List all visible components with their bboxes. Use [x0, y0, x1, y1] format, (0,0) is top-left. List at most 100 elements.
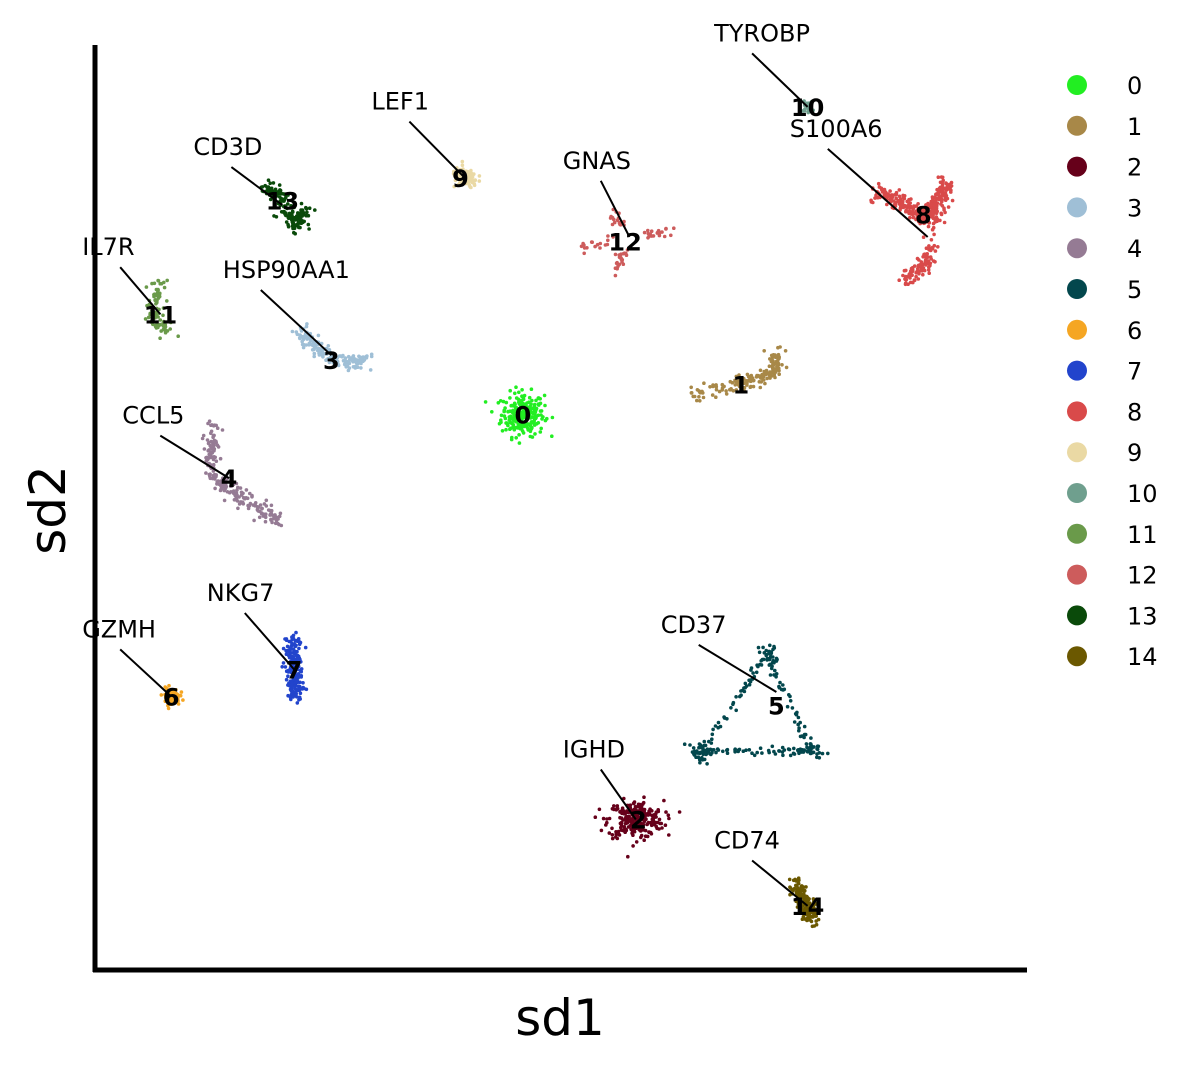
data-point [759, 374, 763, 378]
data-point [897, 198, 902, 203]
data-point [931, 221, 936, 226]
data-point [708, 747, 713, 752]
data-point [815, 747, 820, 752]
data-point [181, 698, 185, 702]
data-point [207, 419, 212, 424]
data-point [604, 823, 608, 827]
data-point [585, 246, 589, 250]
data-point [536, 396, 541, 400]
data-point [290, 658, 294, 663]
data-point [513, 426, 517, 430]
data-point [514, 420, 519, 424]
data-point [724, 389, 728, 393]
data-point [889, 198, 893, 202]
data-point [284, 220, 289, 224]
data-point [791, 888, 795, 892]
data-point [166, 703, 170, 708]
data-point [908, 276, 912, 280]
data-point [505, 421, 510, 426]
marker-gene-label: HSP90AA1 [223, 256, 350, 284]
data-point [803, 909, 808, 914]
data-point [941, 178, 945, 183]
data-point [606, 234, 610, 238]
data-point [163, 692, 167, 697]
data-point [310, 348, 315, 352]
cluster-id-label: 3 [323, 347, 340, 375]
data-point [702, 743, 706, 748]
data-point [804, 885, 808, 889]
data-point [143, 317, 148, 321]
cluster-13-points [259, 178, 317, 236]
data-point [270, 520, 274, 525]
data-point [288, 695, 293, 699]
data-point [161, 321, 165, 325]
data-point [289, 204, 293, 208]
data-point [619, 823, 624, 828]
data-point [796, 715, 801, 720]
data-point [527, 406, 532, 411]
data-point [204, 456, 208, 460]
data-point [931, 225, 936, 230]
data-point [826, 751, 830, 756]
data-point [780, 363, 784, 367]
data-point [581, 241, 585, 246]
data-point [774, 656, 779, 661]
data-point [347, 361, 351, 365]
data-point [809, 105, 813, 109]
data-point [229, 490, 233, 494]
legend-swatch [1067, 75, 1087, 95]
data-point [601, 816, 606, 821]
data-point [700, 745, 704, 750]
data-point [701, 395, 706, 400]
data-point [630, 828, 635, 833]
data-point [806, 916, 810, 921]
marker-leader-line [827, 148, 929, 238]
data-point [313, 208, 317, 212]
marker-leader-line [751, 52, 809, 108]
data-point [231, 482, 236, 487]
legend-item-6: 6 [1067, 317, 1142, 345]
data-point [238, 486, 243, 490]
data-point [301, 335, 306, 339]
data-point [672, 226, 676, 230]
data-point [290, 684, 294, 689]
legend-swatch [1067, 319, 1087, 340]
data-point [642, 838, 646, 842]
data-point [806, 897, 811, 902]
data-point [179, 690, 184, 694]
data-point [716, 720, 721, 725]
data-point [760, 657, 765, 662]
data-point [599, 828, 604, 833]
data-point [641, 800, 646, 805]
data-point [766, 748, 771, 753]
data-point [645, 822, 649, 827]
data-point [522, 405, 527, 410]
data-point [229, 476, 233, 480]
data-point [281, 661, 286, 665]
data-point [926, 268, 931, 272]
data-point [297, 686, 301, 691]
data-point [689, 391, 694, 395]
data-point [642, 795, 646, 799]
data-point [774, 672, 779, 676]
data-point [631, 844, 635, 848]
data-point [294, 664, 299, 669]
data-point [903, 277, 908, 282]
data-point [934, 192, 938, 196]
data-point [526, 422, 530, 426]
data-point [809, 736, 813, 740]
data-point [490, 410, 494, 414]
data-point [278, 511, 283, 516]
data-point [714, 387, 719, 392]
data-point [698, 399, 702, 403]
data-point [750, 751, 754, 755]
data-point [540, 417, 544, 421]
cluster-id-label: 9 [452, 165, 469, 193]
data-point [921, 235, 926, 239]
marker-leader-line [119, 648, 172, 698]
data-point [222, 488, 227, 493]
data-point [809, 744, 814, 748]
data-point [530, 425, 534, 430]
data-point [808, 747, 812, 751]
data-point [512, 404, 517, 408]
